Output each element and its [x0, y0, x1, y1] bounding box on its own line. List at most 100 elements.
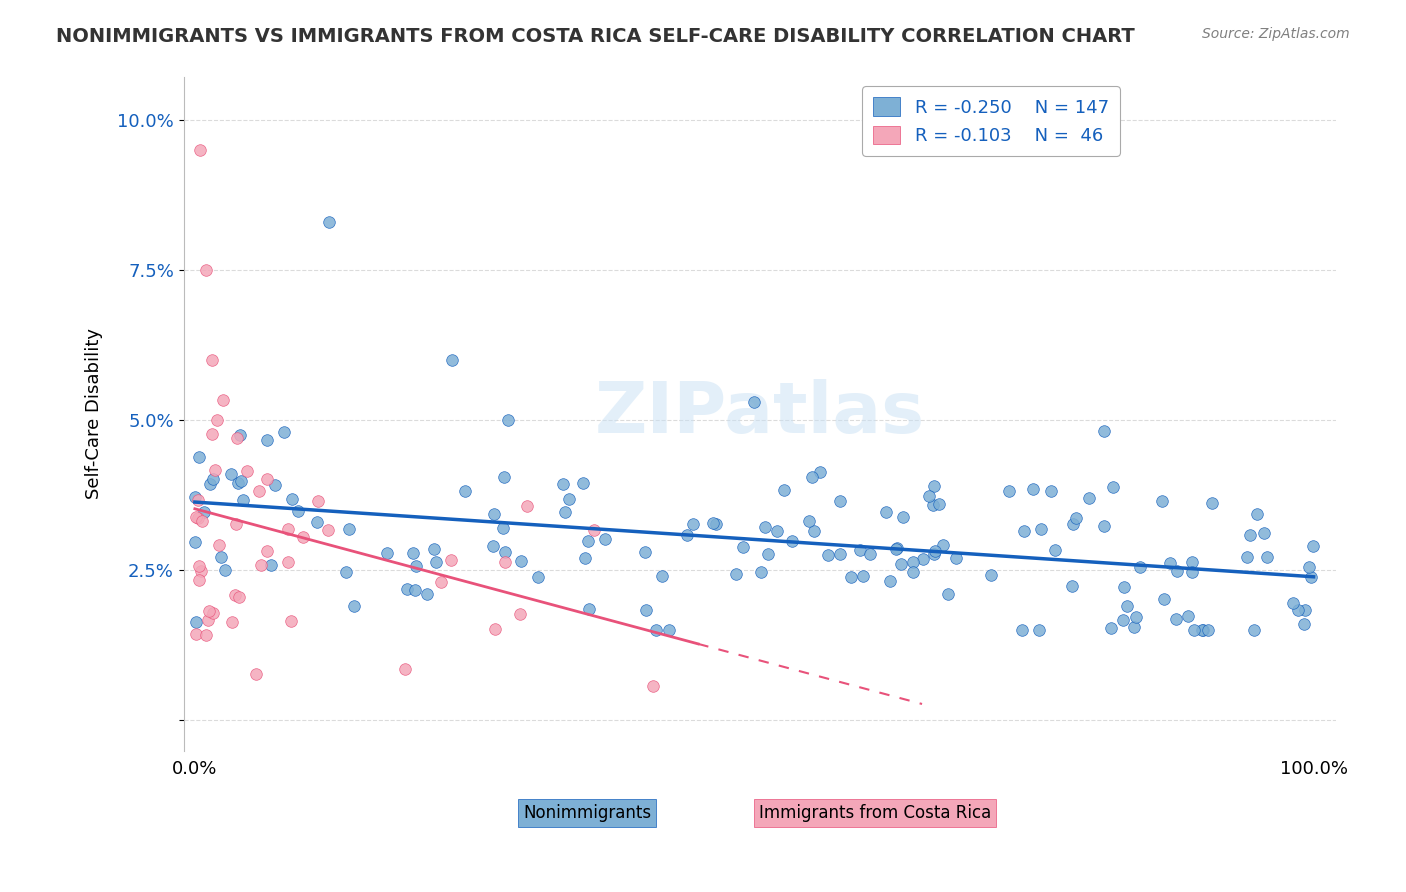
Immigrants from Costa Rica	[245, 667, 267, 681]
Nonimmigrants	[1022, 482, 1045, 496]
Nonimmigrants	[509, 553, 531, 567]
Nonimmigrants	[1282, 596, 1305, 610]
Immigrants from Costa Rica	[277, 522, 299, 536]
Nonimmigrants	[1181, 565, 1204, 579]
Nonimmigrants	[404, 582, 426, 597]
Immigrants from Costa Rica	[280, 614, 302, 628]
Text: Immigrants from Costa Rica: Immigrants from Costa Rica	[759, 805, 991, 822]
Nonimmigrants	[1153, 592, 1175, 607]
Nonimmigrants	[188, 450, 211, 464]
Nonimmigrants	[558, 491, 581, 506]
Nonimmigrants	[1101, 480, 1123, 494]
Immigrants from Costa Rica	[221, 615, 243, 630]
Nonimmigrants	[1029, 522, 1052, 536]
Nonimmigrants	[634, 545, 657, 559]
Legend: R = -0.250    N = 147, R = -0.103    N =  46: R = -0.250 N = 147, R = -0.103 N = 46	[862, 87, 1119, 156]
Nonimmigrants	[1014, 524, 1036, 538]
Nonimmigrants	[1159, 556, 1181, 570]
Immigrants from Costa Rica	[188, 573, 211, 587]
Immigrants from Costa Rica	[250, 558, 273, 573]
Nonimmigrants	[226, 475, 249, 490]
Nonimmigrants	[644, 624, 666, 638]
Immigrants from Costa Rica	[201, 352, 224, 367]
Immigrants from Costa Rica	[641, 679, 664, 693]
Nonimmigrants	[307, 515, 329, 529]
Nonimmigrants	[936, 587, 959, 601]
Nonimmigrants	[859, 547, 882, 561]
Nonimmigrants	[184, 615, 207, 629]
Nonimmigrants	[682, 516, 704, 531]
Nonimmigrants	[496, 413, 519, 427]
Nonimmigrants	[1253, 526, 1275, 541]
Nonimmigrants	[1246, 508, 1268, 522]
Immigrants from Costa Rica	[247, 484, 270, 499]
Nonimmigrants	[1043, 542, 1066, 557]
Nonimmigrants	[201, 472, 224, 486]
Nonimmigrants	[1039, 484, 1062, 499]
Immigrants from Costa Rica	[307, 494, 329, 508]
Nonimmigrants	[1286, 603, 1309, 617]
Nonimmigrants	[1123, 620, 1146, 634]
Text: Nonimmigrants: Nonimmigrants	[523, 805, 651, 822]
Nonimmigrants	[725, 567, 748, 582]
Nonimmigrants	[214, 563, 236, 577]
Nonimmigrants	[756, 547, 779, 561]
Nonimmigrants	[1166, 564, 1188, 578]
Nonimmigrants	[651, 569, 673, 583]
Nonimmigrants	[922, 498, 945, 512]
Nonimmigrants	[454, 484, 477, 499]
Nonimmigrants	[799, 514, 821, 528]
Immigrants from Costa Rica	[190, 143, 212, 157]
Immigrants from Costa Rica	[197, 613, 219, 627]
Immigrants from Costa Rica	[187, 493, 209, 508]
Nonimmigrants	[281, 492, 304, 507]
Immigrants from Costa Rica	[440, 553, 463, 567]
Immigrants from Costa Rica	[205, 413, 228, 427]
Nonimmigrants	[229, 474, 252, 488]
Nonimmigrants	[576, 533, 599, 548]
Nonimmigrants	[482, 539, 505, 553]
Nonimmigrants	[998, 483, 1021, 498]
Immigrants from Costa Rica	[190, 565, 212, 579]
Nonimmigrants	[749, 565, 772, 579]
Nonimmigrants	[273, 425, 295, 439]
Nonimmigrants	[830, 547, 852, 561]
Nonimmigrants	[578, 602, 600, 616]
Immigrants from Costa Rica	[494, 555, 516, 569]
Nonimmigrants	[1092, 518, 1115, 533]
Nonimmigrants	[849, 542, 872, 557]
Nonimmigrants	[198, 477, 221, 491]
Nonimmigrants	[658, 624, 681, 638]
Nonimmigrants	[780, 534, 803, 549]
Nonimmigrants	[1191, 624, 1213, 638]
Nonimmigrants	[875, 505, 897, 519]
Nonimmigrants	[441, 352, 464, 367]
Immigrants from Costa Rica	[187, 510, 209, 524]
Nonimmigrants	[1302, 540, 1324, 554]
Nonimmigrants	[193, 505, 215, 519]
Nonimmigrants	[808, 465, 831, 479]
Nonimmigrants	[425, 555, 447, 569]
Nonimmigrants	[1078, 491, 1101, 506]
Immigrants from Costa Rica	[292, 530, 315, 544]
Nonimmigrants	[209, 550, 232, 565]
Nonimmigrants	[1177, 608, 1199, 623]
Text: Source: ZipAtlas.com: Source: ZipAtlas.com	[1202, 27, 1350, 41]
Nonimmigrants	[636, 603, 658, 617]
Nonimmigrants	[801, 470, 824, 484]
Nonimmigrants	[1182, 624, 1205, 638]
Nonimmigrants	[405, 558, 427, 573]
Nonimmigrants	[903, 555, 925, 569]
Nonimmigrants	[1201, 496, 1223, 510]
Immigrants from Costa Rica	[195, 628, 218, 642]
Immigrants from Costa Rica	[394, 662, 416, 676]
Nonimmigrants	[263, 478, 285, 492]
Immigrants from Costa Rica	[225, 516, 247, 531]
Immigrants from Costa Rica	[188, 558, 211, 573]
Nonimmigrants	[287, 504, 309, 518]
Nonimmigrants	[742, 395, 765, 409]
Nonimmigrants	[553, 477, 575, 491]
Nonimmigrants	[526, 570, 548, 584]
Immigrants from Costa Rica	[256, 544, 278, 558]
Nonimmigrants	[1152, 493, 1174, 508]
